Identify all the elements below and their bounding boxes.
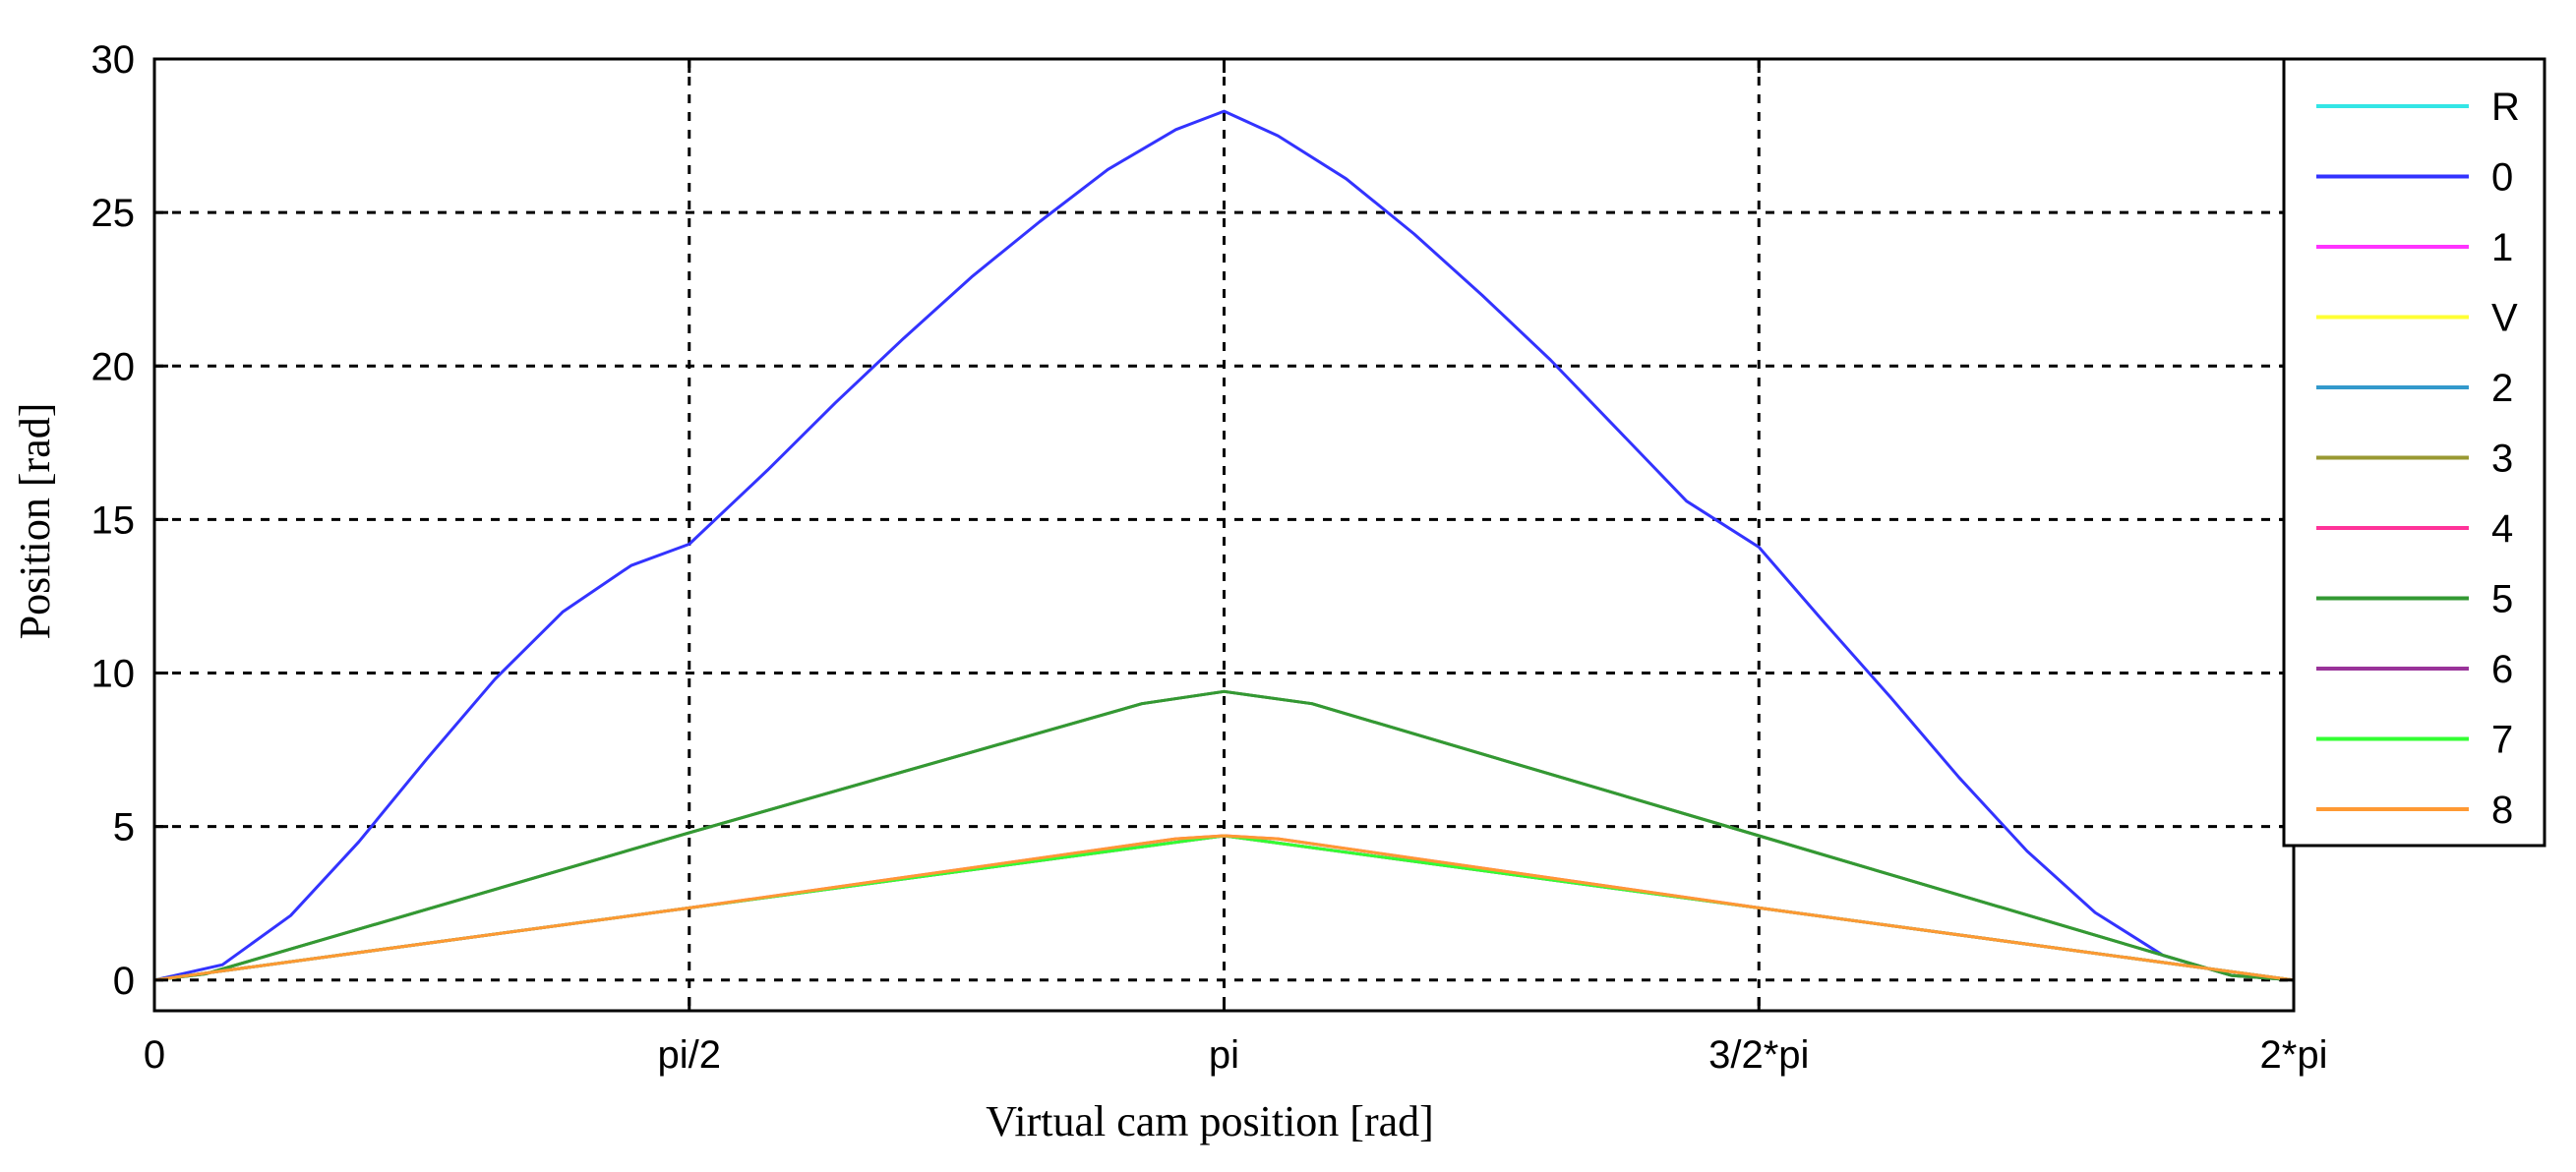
- x-axis-label: Virtual cam position [rad]: [986, 1097, 1434, 1145]
- legend-label-1: 1: [2491, 226, 2513, 269]
- legend: R 0 1 V 2 3 4 5 6 7 8: [2282, 57, 2546, 848]
- y-tick-label-3: 15: [91, 498, 136, 542]
- y-tick-label-6: 30: [91, 38, 136, 82]
- series-line-5: [153, 689, 2295, 982]
- legend-label-3: 3: [2491, 438, 2513, 481]
- x-tick-label-2: pi: [1209, 1033, 1239, 1077]
- y-axis-label: Position [rad]: [11, 403, 59, 640]
- plot-area-background: [154, 59, 2294, 1011]
- x-tick-label-4: 2*pi: [2260, 1033, 2328, 1077]
- legend-label-0: 0: [2491, 156, 2513, 200]
- legend-label-6: 6: [2491, 648, 2513, 691]
- y-tick-label-4: 20: [91, 345, 136, 388]
- y-tick-label-2: 10: [91, 653, 136, 696]
- y-tick-label-0: 0: [113, 960, 135, 1003]
- legend-label-7: 7: [2491, 719, 2513, 762]
- y-tick-label-1: 5: [113, 806, 135, 850]
- grid-lines: [154, 59, 2294, 1011]
- legend-items: R 0 1 V 2 3 4 5 6 7 8: [2316, 86, 2520, 832]
- series-line-0: [153, 109, 2295, 982]
- legend-label-4: 4: [2491, 507, 2513, 551]
- series-line-8: [153, 834, 2295, 982]
- legend-label-2: 2: [2491, 367, 2513, 410]
- x-tick-label-0: 0: [144, 1033, 165, 1077]
- axis-ticks: 0 pi/2 pi 3/2*pi 2*pi 0 5 10 15 20 25 30: [91, 38, 2328, 1077]
- x-tick-label-3: 3/2*pi: [1708, 1033, 1809, 1077]
- legend-label-5: 5: [2491, 578, 2513, 621]
- legend-box: [2282, 57, 2546, 848]
- legend-label-V: V: [2491, 297, 2518, 340]
- y-tick-label-5: 25: [91, 192, 136, 235]
- legend-label-8: 8: [2491, 789, 2513, 832]
- x-tick-label-1: pi/2: [658, 1033, 722, 1077]
- series-lines: [153, 109, 2295, 982]
- legend-label-R: R: [2491, 86, 2520, 129]
